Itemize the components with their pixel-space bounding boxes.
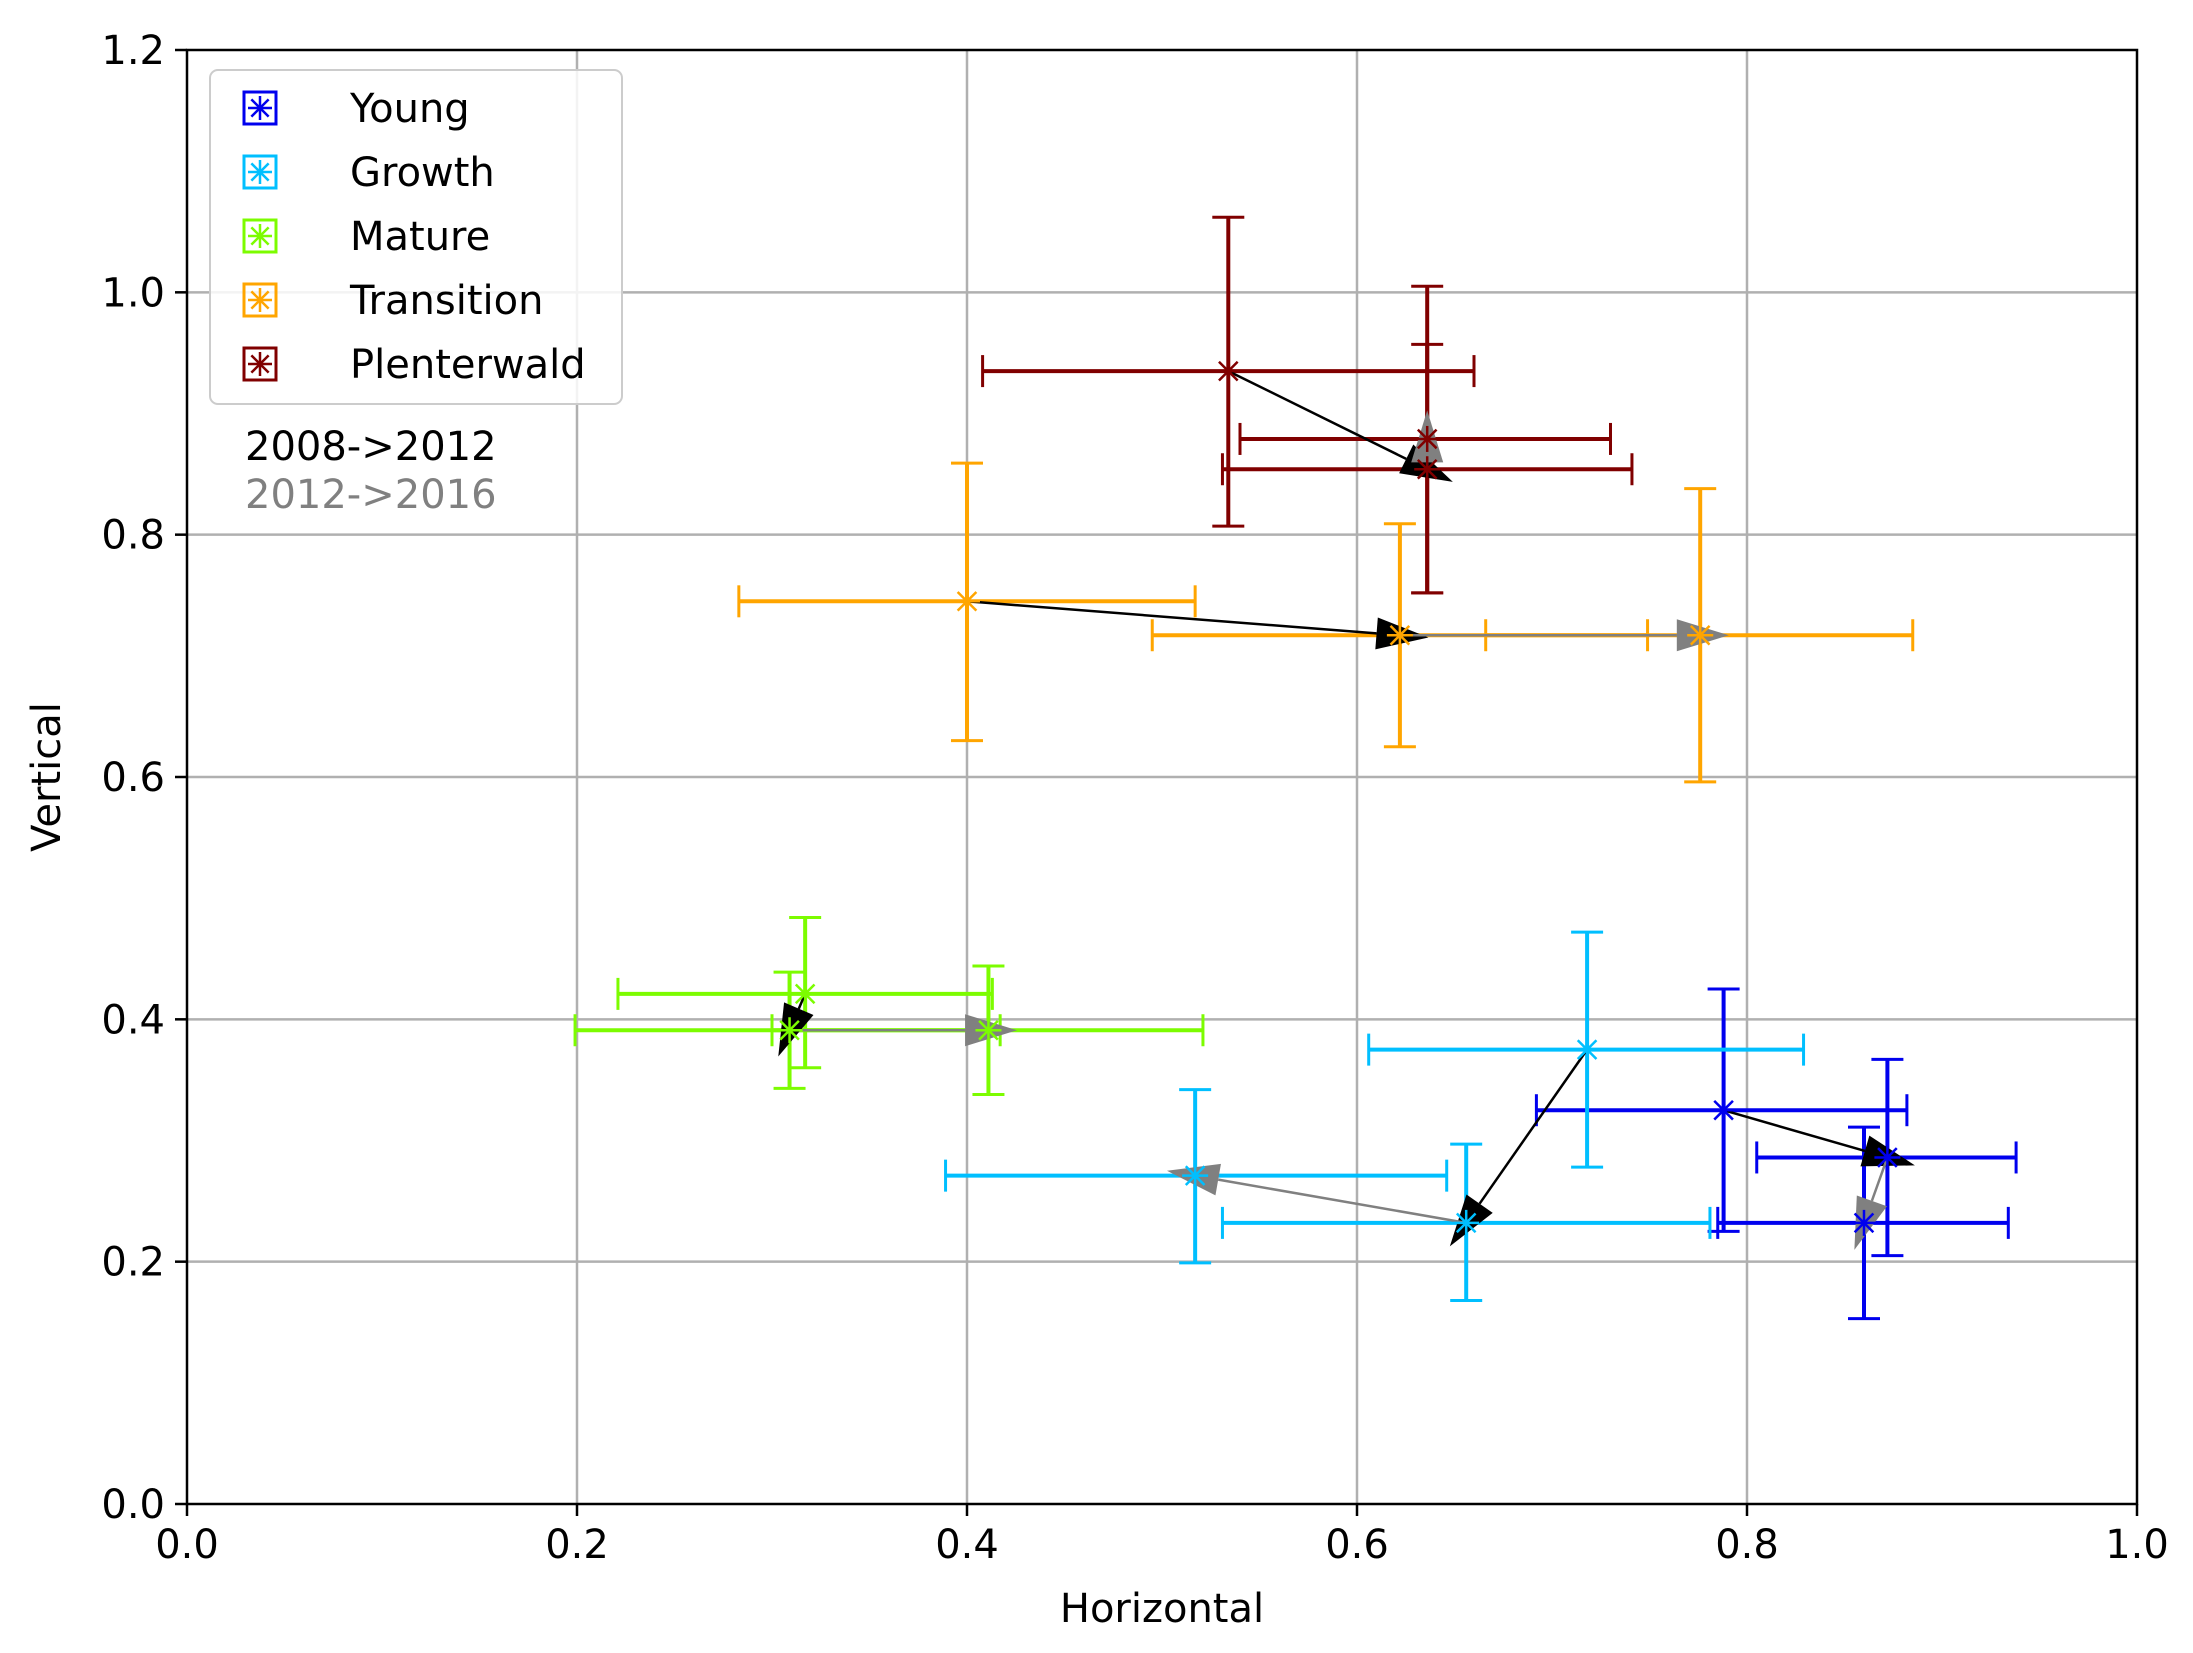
marker-stroke <box>1877 1147 1898 1168</box>
x-tick-label: 0.6 <box>1325 1522 1389 1568</box>
point-growth-2016 <box>1182 1162 1209 1189</box>
point-growth-2008 <box>1574 1036 1601 1063</box>
marker-stroke <box>1689 624 1711 646</box>
point-plenterwald-2012 <box>1414 456 1441 483</box>
marker-stroke <box>978 1019 999 1041</box>
y-axis-ticks: 0.0 0.2 0.4 0.6 0.8 1.0 1.2 <box>101 28 187 1528</box>
marker-stroke <box>1713 1099 1734 1121</box>
marker-stroke <box>250 162 270 182</box>
marker-stroke <box>779 1019 800 1041</box>
marker-stroke <box>1218 360 1239 382</box>
legend-label-transition: Transition <box>349 278 543 324</box>
point-transition-2008 <box>954 588 980 615</box>
legend-swatch <box>242 90 278 126</box>
legend-entry-transition: Transition <box>242 278 543 324</box>
arrow-shaft <box>1723 1109 1866 1153</box>
point-mature-2012 <box>776 1017 803 1044</box>
arrow-legend-2012-2016: 2012->2016 <box>245 472 497 518</box>
marker-stroke <box>250 354 270 374</box>
marker-stroke <box>1416 428 1438 450</box>
legend-marker-growth <box>248 160 272 184</box>
marker-stroke <box>1184 1165 1206 1186</box>
marker-stroke <box>1455 1212 1477 1234</box>
point-transition-2012 <box>1386 622 1413 649</box>
legend-label-growth: Growth <box>350 150 495 196</box>
point-young-2008 <box>1710 1097 1737 1124</box>
marker-stroke <box>250 98 270 118</box>
marker-stroke <box>1389 624 1411 646</box>
legend-swatch <box>242 218 278 254</box>
legend-entry-plenterwald: Plenterwald <box>242 342 586 388</box>
arrow-head <box>1449 1194 1493 1247</box>
y-tick-label: 1.0 <box>101 270 165 316</box>
marker-stroke <box>250 290 270 310</box>
arrow-shaft <box>1870 1157 1889 1202</box>
x-tick-label: 0.4 <box>935 1522 999 1568</box>
legend-label-plenterwald: Plenterwald <box>350 342 586 388</box>
x-axis-ticks: 0.0 0.2 0.4 0.6 0.8 1.0 <box>155 1504 2169 1568</box>
y-tick-label: 0.6 <box>101 755 165 801</box>
y-tick-label: 0.2 <box>101 1240 165 1286</box>
point-mature-2016 <box>975 1017 1002 1044</box>
legend-marker-young <box>248 96 272 120</box>
marker-stroke <box>1853 1212 1875 1234</box>
legend-marker-transition <box>248 288 272 312</box>
arrow-legend-2008-2012: 2008->2012 <box>245 424 497 470</box>
y-tick-label: 0.8 <box>101 513 165 559</box>
marker-stroke <box>1416 458 1438 480</box>
legend-swatch <box>242 154 278 190</box>
legend-label-young: Young <box>349 86 470 132</box>
arrow-young-2012-2016 <box>1854 1157 1889 1250</box>
point-young-2012 <box>1874 1144 1901 1171</box>
arrow-shaft <box>1478 1048 1589 1205</box>
legend: Young Growth Mature Transition Plenterwald 2… <box>209 69 623 518</box>
marker-stroke <box>956 591 978 612</box>
x-tick-label: 1.0 <box>2105 1522 2169 1568</box>
x-axis-label: Horizontal <box>1060 1586 1264 1632</box>
arrow-transition-2012-2016 <box>1399 619 1729 652</box>
legend-swatch <box>242 282 278 318</box>
point-mature-2008 <box>792 980 819 1007</box>
point-plenterwald-2008 <box>1215 358 1242 385</box>
arrow-transition-2008-2012 <box>966 600 1429 650</box>
marker-stroke <box>250 226 270 246</box>
point-transition-2016 <box>1687 622 1714 649</box>
legend-swatch <box>242 346 278 382</box>
x-tick-label: 0.2 <box>545 1522 609 1568</box>
y-tick-label: 1.2 <box>101 28 165 74</box>
arrow-shaft <box>966 600 1377 635</box>
arrow-shaft <box>1217 1178 1467 1225</box>
data-points <box>776 358 1901 1236</box>
x-tick-label: 0.0 <box>155 1522 219 1568</box>
arrows <box>778 369 1915 1250</box>
point-young-2016 <box>1851 1209 1877 1236</box>
arrow-growth-2008-2012 <box>1449 1048 1589 1247</box>
arrow-shaft <box>1227 369 1407 461</box>
legend-label-mature: Mature <box>350 214 490 260</box>
point-growth-2012 <box>1453 1209 1480 1236</box>
point-plenterwald-2016 <box>1414 425 1441 452</box>
y-tick-label: 0.0 <box>101 1482 165 1528</box>
y-tick-label: 0.4 <box>101 997 165 1043</box>
legend-entry-mature: Mature <box>242 214 490 260</box>
legend-entry-young: Young <box>242 86 470 132</box>
error-bars <box>573 215 2018 1321</box>
marker-stroke <box>794 983 816 1005</box>
legend-marker-plenterwald <box>248 352 272 376</box>
grid <box>187 50 2137 1504</box>
marker-stroke <box>1576 1039 1598 1060</box>
y-axis-label: Vertical <box>24 702 70 852</box>
legend-marker-mature <box>248 224 272 248</box>
legend-box <box>209 69 623 405</box>
x-tick-label: 0.8 <box>1715 1522 1779 1568</box>
legend-entry-growth: Growth <box>242 150 495 196</box>
arrow-growth-2012-2016 <box>1166 1163 1467 1225</box>
arrow-plenterwald-2008-2012 <box>1227 369 1453 482</box>
